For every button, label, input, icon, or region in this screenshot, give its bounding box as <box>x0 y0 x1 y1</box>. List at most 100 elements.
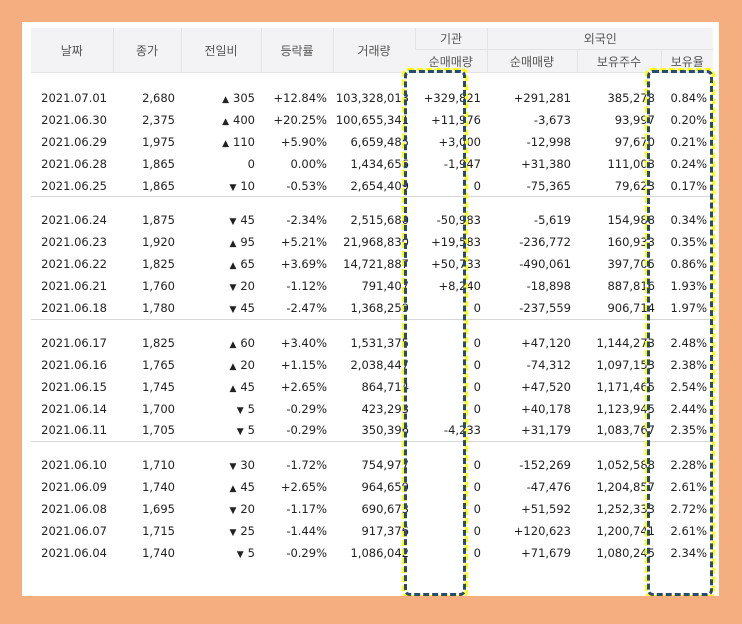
volume-cell: 100,655,341 <box>335 112 409 127</box>
date-cell: 2021.06.16 <box>41 357 107 372</box>
foreign-shares-cell: 1,200,741 <box>596 523 655 538</box>
table-row: 2021.06.08 1,695 ▼ 20 -1.17% 690,673 0 +51,592 1… <box>31 498 713 520</box>
volume-cell: 2,038,447 <box>350 357 409 372</box>
header-change: 전일비 <box>180 28 261 73</box>
foreign-shares-cell: 1,097,153 <box>596 357 655 372</box>
foreign-shares-cell: 79,623 <box>614 178 655 193</box>
inst-net-cell: 0 <box>473 178 481 193</box>
change-cell: ▼ 5 <box>181 419 261 441</box>
foreign-net-cell: -75,365 <box>526 178 571 193</box>
change-value: 5 <box>247 423 255 438</box>
rate-cell: +3.40% <box>280 335 327 350</box>
triangle-down-icon: ▼ <box>236 427 244 438</box>
table-row: 2021.06.16 1,765 ▲ 20 +1.15% 2,038,447 0 -74,31… <box>31 354 713 376</box>
table-row: 2021.06.24 1,875 ▼ 45 -2.34% 2,515,680 -50,983… <box>31 209 713 231</box>
change-value: 65 <box>240 257 255 272</box>
foreign-net-cell: +31,179 <box>521 423 571 438</box>
triangle-up-icon: ▲ <box>222 94 230 105</box>
header-foreign: 외국인 <box>486 28 714 51</box>
close-cell: 1,825 <box>142 257 175 272</box>
foreign-net-cell: +47,120 <box>521 335 571 350</box>
change-value: 5 <box>247 545 255 560</box>
header-foreign-net: 순매매량 <box>486 49 577 73</box>
inst-net-cell: -50,983 <box>436 213 481 228</box>
volume-cell: 103,328,013 <box>335 90 409 105</box>
foreign-shares-cell: 1,080,245 <box>596 545 655 560</box>
foreign-ratio-cell: 0.84% <box>670 90 708 105</box>
close-cell: 1,765 <box>142 357 175 372</box>
inst-net-cell: -4,233 <box>443 423 481 438</box>
close-cell: 1,760 <box>142 279 175 294</box>
change-cell: ▼ 30 <box>181 454 261 476</box>
foreign-net-cell: +71,679 <box>521 545 571 560</box>
date-cell: 2021.06.10 <box>41 458 107 473</box>
foreign-ratio-cell: 0.21% <box>670 134 708 149</box>
rate-cell: -0.29% <box>286 423 327 438</box>
inst-net-cell: +329,821 <box>423 90 481 105</box>
triangle-down-icon: ▼ <box>229 182 237 193</box>
date-cell: 2021.06.08 <box>41 502 107 517</box>
close-cell: 1,740 <box>142 480 175 495</box>
foreign-net-cell: +51,592 <box>521 502 571 517</box>
rate-cell: +20.25% <box>273 112 328 127</box>
volume-cell: 690,673 <box>361 502 409 517</box>
inst-net-cell: 0 <box>473 357 481 372</box>
change-cell: ▼ 5 <box>181 542 261 564</box>
triangle-down-icon: ▼ <box>229 283 237 294</box>
foreign-ratio-cell: 2.61% <box>670 523 708 538</box>
header-volume: 거래량 <box>332 28 415 73</box>
date-cell: 2021.06.25 <box>41 178 107 193</box>
table-row: 2021.06.09 1,740 ▲ 45 +2.65% 964,659 0 -47,476 1… <box>31 476 713 498</box>
volume-cell: 14,721,887 <box>343 257 409 272</box>
triangle-up-icon: ▲ <box>229 261 237 272</box>
change-cell: ▲ 20 <box>181 354 261 376</box>
foreign-net-cell: +120,623 <box>513 523 571 538</box>
triangle-up-icon: ▲ <box>222 138 230 149</box>
change-cell: ▼ 5 <box>181 398 261 420</box>
table-row: 2021.06.10 1,710 ▼ 30 -1.72% 754,977 0 -152,269… <box>31 454 713 476</box>
inst-net-cell: +3,000 <box>438 134 481 149</box>
rate-cell: -1.44% <box>286 523 327 538</box>
inst-net-cell: +50,733 <box>431 257 481 272</box>
table-row: 2021.06.11 1,705 ▼ 5 -0.29% 350,396 -4,233 +31,… <box>31 419 713 441</box>
change-cell: ▲ 95 <box>181 231 261 253</box>
inst-net-cell: 0 <box>473 545 481 560</box>
rate-cell: -0.53% <box>286 178 327 193</box>
volume-cell: 864,714 <box>361 379 409 394</box>
change-value: 95 <box>240 235 255 250</box>
foreign-net-cell: -12,998 <box>526 134 571 149</box>
change-cell: ▼ 25 <box>181 520 261 542</box>
change-value: 305 <box>233 90 255 105</box>
foreign-ratio-cell: 2.38% <box>670 357 708 372</box>
change-value: 60 <box>240 335 255 350</box>
table-row: 2021.06.04 1,740 ▼ 5 -0.29% 1,086,042 0 +71,679… <box>31 542 713 564</box>
close-cell: 1,825 <box>142 335 175 350</box>
foreign-ratio-cell: 0.86% <box>670 257 708 272</box>
close-cell: 1,780 <box>142 300 175 315</box>
date-cell: 2021.06.07 <box>41 523 107 538</box>
triangle-down-icon: ▼ <box>236 549 244 560</box>
foreign-shares-cell: 1,252,333 <box>596 502 655 517</box>
volume-cell: 2,515,680 <box>350 213 409 228</box>
foreign-ratio-cell: 0.34% <box>670 213 708 228</box>
table-row: 2021.06.18 1,780 ▼ 45 -2.47% 1,368,259 0 -237,5… <box>31 297 713 319</box>
close-cell: 1,745 <box>142 379 175 394</box>
inst-net-cell: +11,976 <box>431 112 481 127</box>
volume-cell: 754,977 <box>361 458 409 473</box>
rate-cell: +3.69% <box>280 257 327 272</box>
foreign-shares-cell: 93,997 <box>614 112 655 127</box>
spacer-cell <box>31 73 713 88</box>
inst-net-cell: 0 <box>473 379 481 394</box>
rate-cell: -2.34% <box>286 213 327 228</box>
foreign-net-cell: +47,520 <box>521 379 571 394</box>
volume-cell: 964,659 <box>361 480 409 495</box>
close-cell: 1,710 <box>142 458 175 473</box>
rate-cell: -1.12% <box>286 279 327 294</box>
change-value: 25 <box>240 523 255 538</box>
date-cell: 2021.06.15 <box>41 379 107 394</box>
header-inst-net: 순매매량 <box>415 49 487 73</box>
foreign-ratio-cell: 2.35% <box>670 423 708 438</box>
table-row: 2021.06.25 1,865 ▼ 10 -0.53% 2,654,409 0 -75,36… <box>31 175 713 197</box>
table-body: 2021.07.01 2,680 ▲ 305 +12.84% 103,328,013 +32… <box>31 73 714 564</box>
close-cell: 1,705 <box>142 423 175 438</box>
